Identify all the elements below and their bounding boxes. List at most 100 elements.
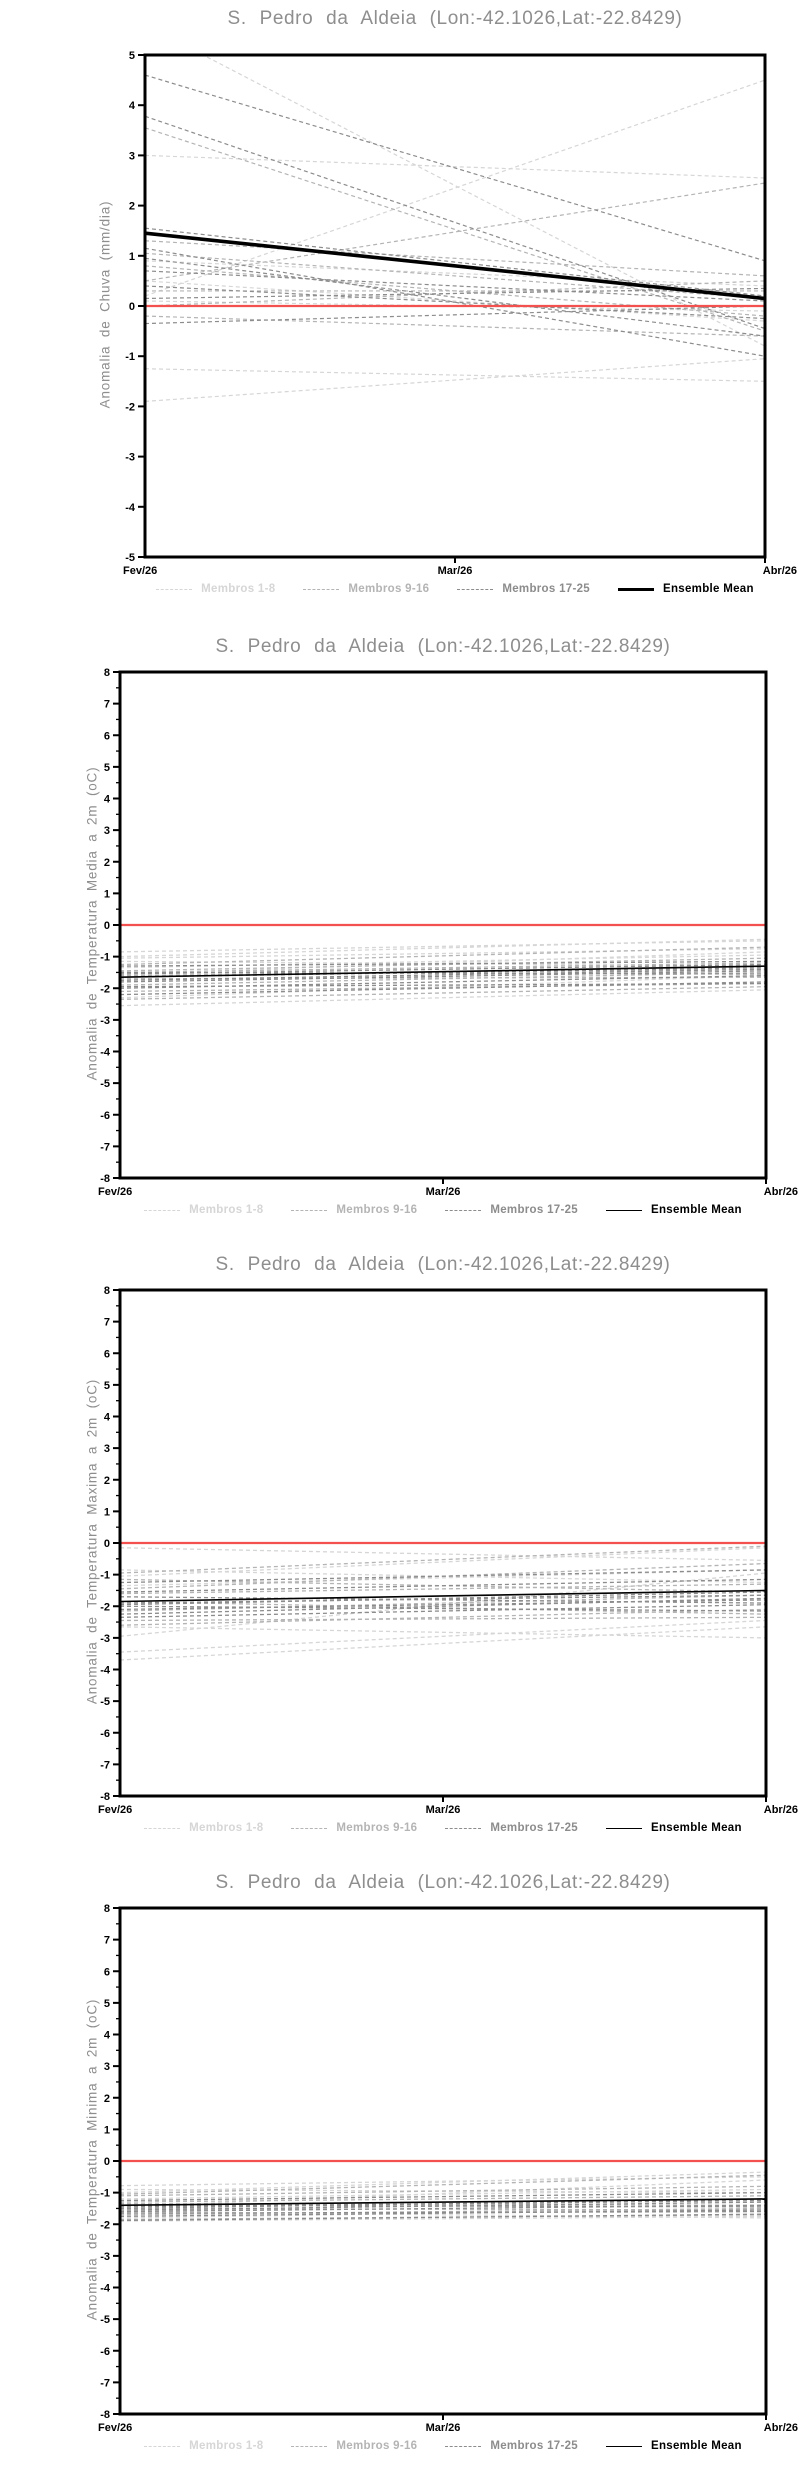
member-line [120,1583,766,1595]
dashed-line-swatch [144,1209,181,1211]
y-tick-label: -3 [100,1633,110,1645]
y-tick-label: 1 [104,2124,110,2136]
legend-label: Membros 1-8 [189,2440,264,2452]
member-line [120,2209,766,2217]
y-tick-label: -3 [125,452,135,464]
y-tick-label: -5 [100,1078,110,1090]
member-line [120,982,766,993]
legend: Membros 1-8 Membros 9-16 Membros 17-25 Ense… [93,1204,793,1216]
member-line [120,940,766,953]
legend-item: Membros 17-25 [457,583,590,595]
y-tick-label: 2 [104,2093,110,2105]
member-line [120,957,766,972]
member-line [120,1626,766,1639]
legend-item: Ensemble Mean [606,2440,742,2452]
y-tick-label: -5 [100,1696,110,1708]
member-line [120,2213,766,2222]
x-tick-label: Abr/26 [764,1804,798,1816]
x-tick-label: Fev/26 [123,565,157,577]
member-line [120,2179,766,2208]
legend-item: Membros 9-16 [291,1204,417,1216]
member-line [120,1600,766,1615]
member-line [120,974,766,999]
legend-label: Membros 9-16 [336,1822,418,1834]
y-tick-label: 0 [129,301,135,313]
x-tick-label: Mar/26 [426,1186,461,1198]
solid-line-swatch [606,1209,642,1211]
y-tick-label: -5 [125,552,135,564]
y-tick-label: -1 [100,1570,110,1582]
member-line [120,1596,766,1604]
legend-label: Membros 17-25 [490,2440,578,2452]
member-line [120,970,766,983]
member-line [145,368,765,382]
y-tick-label: 3 [129,150,135,162]
member-line [145,270,765,302]
y-tick-label: -1 [100,952,110,964]
y-tick-label: 1 [129,251,135,263]
member-line [120,1545,766,1574]
y-tick-label: 5 [104,762,110,774]
y-tick-label: 5 [129,50,135,62]
y-tick-label: 4 [129,100,136,112]
dashed-line-swatch [291,1209,328,1211]
member-line [120,982,766,988]
member-line [201,55,765,347]
y-tick-label: 7 [104,1317,110,1329]
member-line [120,2191,766,2202]
member-line [120,1599,766,1611]
member-line [120,2188,766,2200]
legend-item: Membros 1-8 [144,1204,263,1216]
x-tick-label: Fev/26 [98,1804,132,1816]
x-tick-label: Mar/26 [426,2422,461,2434]
y-tick-label: 4 [104,2030,111,2042]
legend: Membros 1-8 Membros 9-16 Membros 17-25 Ense… [93,1822,793,1834]
member-line [120,1608,766,1626]
member-line [120,963,766,975]
y-tick-label: -7 [100,2377,110,2389]
x-tick-label: Abr/26 [763,565,797,577]
mean-temp-anomaly-chart: S. Pedro da Aldeia (Lon:-42.1026,Lat:-22… [0,618,800,1236]
y-tick-label: 6 [104,1348,110,1360]
member-line [120,1594,766,1604]
y-tick-label: 3 [104,825,110,837]
y-tick-label: -4 [100,2283,111,2295]
x-tick-label: Mar/26 [426,1804,461,1816]
legend-label: Ensemble Mean [663,583,754,595]
member-line [120,2215,766,2222]
legend-item: Membros 17-25 [445,2440,578,2452]
member-line [145,285,765,320]
dashed-line-swatch [156,588,193,590]
member-line [145,79,765,297]
max-temp-anomaly-chart: S. Pedro da Aldeia (Lon:-42.1026,Lat:-22… [0,1236,800,1854]
legend-item: Membros 17-25 [445,1204,578,1216]
solid-line-swatch [618,587,654,591]
member-line [145,315,765,337]
member-line [120,1619,766,1653]
y-tick-label: 2 [104,857,110,869]
member-line [120,2210,766,2214]
member-line [120,2207,766,2216]
y-tick-label: 2 [129,201,135,213]
member-line [145,287,765,300]
member-line [120,986,766,1000]
y-tick-label: 5 [104,1380,110,1392]
y-tick-label: -2 [100,983,110,995]
y-tick-label: -4 [100,1665,111,1677]
y-tick-label: -7 [100,1759,110,1771]
member-line [120,1616,766,1622]
member-line [120,989,766,1007]
y-tick-label: -6 [100,1728,110,1740]
y-tick-label: 6 [104,1966,110,1978]
ensemble-mean-line [120,1589,766,1603]
legend-item: Membros 1-8 [156,583,275,595]
member-line [120,1547,766,1562]
dashed-line-swatch [457,588,494,590]
legend-item: Membros 9-16 [291,2440,417,2452]
legend-label: Membros 1-8 [189,1204,264,1216]
legend-label: Ensemble Mean [651,1822,742,1834]
dashed-line-swatch [303,588,340,590]
member-line [120,938,766,958]
y-tick-label: -3 [100,2251,110,2263]
dashed-line-swatch [144,2445,181,2447]
